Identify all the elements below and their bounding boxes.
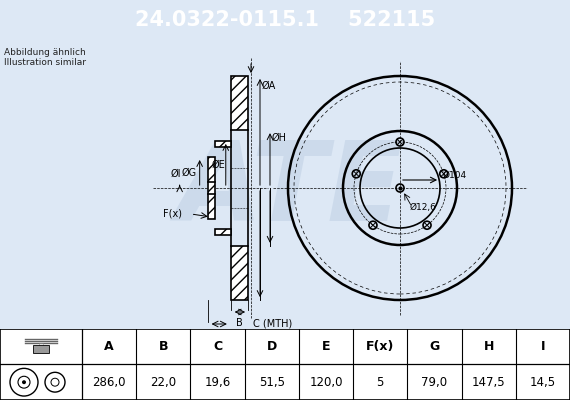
Text: F(x): F(x) (162, 209, 182, 219)
Text: C: C (213, 340, 222, 353)
Text: A: A (104, 340, 114, 353)
Text: ØA: ØA (262, 81, 276, 91)
Circle shape (22, 380, 26, 384)
Bar (215, 229, 231, 235)
Text: Ø104: Ø104 (443, 171, 467, 180)
Text: 147,5: 147,5 (472, 376, 506, 389)
Text: ⬛: ⬛ (39, 342, 43, 351)
Bar (231, 76, 248, 130)
Text: ØH: ØH (272, 133, 287, 143)
Bar (33, 345, 49, 352)
Text: ØI: ØI (170, 168, 181, 178)
Text: 286,0: 286,0 (92, 376, 126, 389)
Text: Illustration similar: Illustration similar (4, 58, 86, 67)
Text: C (MTH): C (MTH) (253, 318, 292, 328)
Text: Ø12,6: Ø12,6 (410, 203, 437, 212)
Text: 24.0322-0115.1    522115: 24.0322-0115.1 522115 (135, 10, 435, 30)
Text: I: I (540, 340, 545, 353)
Text: ATE: ATE (177, 136, 404, 244)
Text: Abbildung ähnlich: Abbildung ähnlich (4, 48, 85, 57)
Text: E: E (321, 340, 330, 353)
Bar (231, 246, 248, 300)
Text: B: B (158, 340, 168, 353)
Bar (207, 157, 215, 219)
Text: 120,0: 120,0 (310, 376, 343, 389)
Text: 51,5: 51,5 (259, 376, 285, 389)
Text: ØG: ØG (182, 168, 197, 178)
Text: ØE: ØE (212, 160, 226, 170)
Text: G: G (429, 340, 439, 353)
Bar (215, 141, 231, 147)
Text: F(x): F(x) (366, 340, 394, 353)
Text: 19,6: 19,6 (205, 376, 231, 389)
Text: 14,5: 14,5 (530, 376, 556, 389)
Text: 79,0: 79,0 (421, 376, 447, 389)
Text: 5: 5 (377, 376, 384, 389)
Text: B: B (236, 318, 243, 328)
Text: H: H (483, 340, 494, 353)
Text: 22,0: 22,0 (150, 376, 176, 389)
Text: D: D (215, 330, 223, 340)
Text: D: D (267, 340, 277, 353)
